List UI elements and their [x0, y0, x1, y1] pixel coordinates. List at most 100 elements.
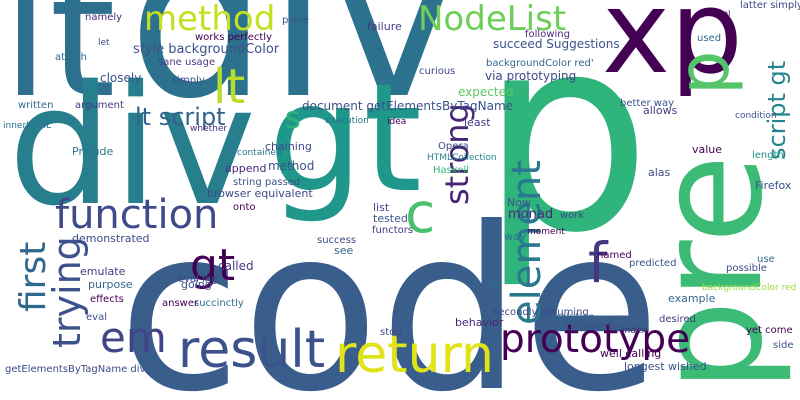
- word: whether: [190, 124, 227, 134]
- word: backgroundColor red: [702, 283, 796, 293]
- word: method: [144, 0, 275, 39]
- word: simply: [172, 75, 205, 86]
- word: least: [464, 116, 491, 129]
- word: sane usage: [158, 57, 215, 68]
- word: moment: [527, 227, 565, 237]
- word: length: [752, 150, 784, 161]
- word: return: [335, 325, 494, 385]
- word: purpose: [88, 278, 133, 291]
- word: works perfectly: [195, 32, 272, 43]
- word: tested: [373, 212, 408, 225]
- word: xp: [602, 0, 743, 100]
- word: possible: [726, 263, 767, 274]
- word: first: [13, 242, 54, 312]
- word: work: [560, 210, 584, 221]
- word: s: [285, 101, 301, 136]
- word: p: [480, 0, 651, 292]
- word: condition: [735, 111, 777, 121]
- word: gt: [268, 52, 422, 226]
- word: way: [504, 230, 527, 243]
- word: via prototyping: [485, 69, 576, 83]
- word: div: [128, 0, 459, 147]
- word: lt: [213, 59, 245, 115]
- word: index: [622, 326, 647, 336]
- word: em: [100, 313, 167, 362]
- word: append: [225, 162, 266, 175]
- word: latter simply: [740, 0, 800, 11]
- word: functors: [372, 225, 413, 236]
- word: emulate: [80, 265, 126, 278]
- word: div: [8, 50, 256, 242]
- word: function: [55, 192, 218, 238]
- word: demonstrated: [72, 232, 150, 245]
- word: browser equivalent: [207, 187, 313, 200]
- word: yet come: [746, 325, 793, 336]
- word: argument: [75, 100, 124, 111]
- word: namely: [85, 12, 122, 23]
- word: eval: [86, 312, 107, 323]
- word: element: [504, 160, 550, 325]
- word: lt: [2, 0, 116, 136]
- word: let: [98, 38, 110, 48]
- word: used: [697, 33, 721, 44]
- word: closely: [100, 71, 141, 85]
- word: desired: [659, 314, 696, 325]
- word: allows: [643, 104, 678, 117]
- word: alas: [648, 166, 671, 179]
- word: backgroundColor red': [486, 58, 594, 69]
- word: attach: [55, 52, 87, 63]
- word: predicted: [629, 258, 676, 269]
- word: IO: [489, 278, 501, 291]
- word: succinctly: [194, 298, 244, 309]
- word: f: [588, 231, 609, 295]
- word: trying: [45, 236, 89, 348]
- word: idea: [387, 117, 406, 127]
- word: Haskell: [433, 165, 469, 176]
- word: longest wished: [624, 360, 707, 373]
- word: Prelude: [72, 145, 113, 158]
- word: going: [181, 278, 212, 291]
- word: well calling: [600, 347, 661, 360]
- word: effects: [90, 294, 124, 305]
- word: succeed Suggestions: [493, 37, 620, 51]
- word: see: [334, 244, 353, 257]
- word: Opera: [438, 141, 469, 152]
- word: document getElementsByTagName: [302, 99, 513, 113]
- word: chaining: [265, 140, 312, 153]
- word: stop: [380, 327, 402, 338]
- word: side: [773, 340, 794, 351]
- word: failure: [367, 20, 402, 33]
- word: innerHTML: [3, 121, 51, 131]
- word: script gt: [763, 61, 791, 160]
- word: prototype: [500, 317, 690, 362]
- word: following: [525, 29, 570, 40]
- word: pre: [626, 154, 795, 392]
- word: solution: [555, 312, 595, 323]
- word: general: [700, 9, 730, 18]
- word: list: [373, 201, 390, 214]
- word: p: [663, 51, 745, 95]
- word: getElementsByTagName div: [5, 364, 146, 375]
- word: use: [757, 254, 775, 265]
- word: written: [18, 100, 53, 111]
- word: execution: [325, 116, 369, 126]
- word: takeWhile: [566, 320, 621, 333]
- word: string passed: [233, 177, 300, 188]
- word: NodeList: [418, 0, 566, 39]
- word: Now: [507, 196, 531, 209]
- word: Firefox: [755, 179, 792, 192]
- word: expected: [458, 85, 514, 99]
- word: called: [218, 259, 254, 273]
- word: onto: [233, 202, 256, 213]
- word: c: [405, 181, 435, 245]
- word: better way: [620, 98, 674, 109]
- word: strong: [438, 103, 476, 205]
- word: behavior: [455, 316, 504, 329]
- word: answer: [162, 298, 199, 309]
- word: Secondly assuming: [492, 307, 589, 318]
- word: monad: [508, 207, 553, 222]
- word: example: [668, 292, 716, 305]
- word: eval ing: [178, 274, 218, 285]
- word: code: [118, 180, 661, 400]
